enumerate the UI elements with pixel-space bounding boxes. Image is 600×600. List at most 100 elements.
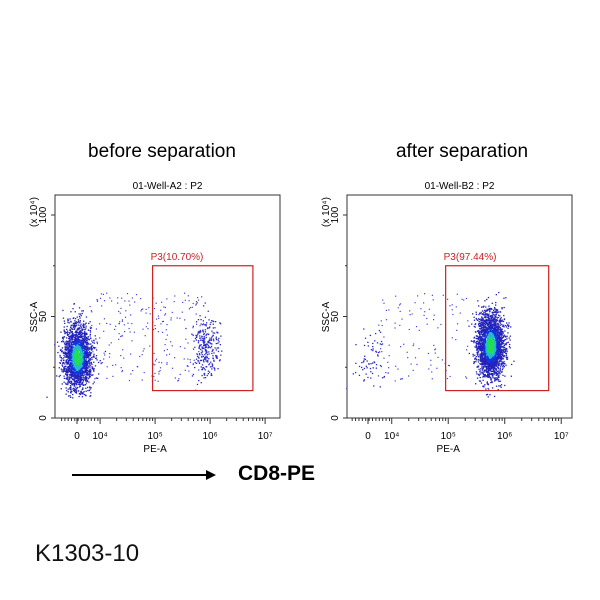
event-dot [493, 309, 495, 311]
event-dot [484, 366, 487, 368]
event-dot [498, 376, 500, 378]
event-dot [474, 358, 476, 360]
event-dot [77, 350, 79, 352]
event-dot [489, 341, 492, 343]
event-dot [487, 364, 490, 367]
event-dot [473, 316, 475, 318]
event-dot [492, 366, 494, 368]
event-dot [499, 370, 501, 373]
event-dot [80, 356, 82, 358]
event-dot [491, 314, 493, 316]
event-dot [81, 372, 83, 374]
event-dot [503, 324, 505, 326]
event-dot [76, 356, 78, 358]
event-dot [84, 337, 86, 339]
event-dot [192, 302, 194, 305]
event-dot [486, 338, 488, 341]
event-dot [93, 370, 95, 372]
event-dot [71, 328, 73, 330]
event-dot [121, 297, 123, 299]
event-dot [86, 345, 88, 347]
event-dot [72, 353, 74, 355]
event-dot [74, 337, 77, 340]
event-dot [77, 346, 80, 348]
event-dot [82, 325, 84, 327]
event-dot [73, 354, 76, 356]
event-dot [72, 346, 74, 349]
event-dot [476, 335, 478, 337]
event-dot [375, 364, 378, 366]
y-multiplier-label: (x 10⁴) [321, 197, 332, 227]
event-dot [70, 369, 72, 372]
event-dot [480, 346, 482, 348]
event-dot [70, 368, 72, 370]
event-dot [201, 364, 204, 366]
event-dot [481, 342, 483, 344]
event-dot [196, 334, 198, 337]
event-dot [483, 324, 485, 326]
event-dot [77, 332, 80, 334]
event-dot [79, 321, 81, 323]
event-dot [496, 366, 499, 368]
event-dot [493, 371, 495, 373]
event-dot [95, 338, 97, 340]
event-dot [200, 323, 202, 325]
event-dot [503, 355, 506, 357]
event-dot [379, 331, 382, 333]
event-dot [61, 364, 63, 366]
event-dot [355, 344, 357, 346]
event-dot [79, 361, 81, 364]
event-dot [480, 359, 483, 361]
event-dot [93, 340, 95, 342]
event-dot [481, 345, 483, 347]
event-dot [94, 378, 96, 380]
event-dot [73, 343, 76, 345]
event-dot [72, 368, 74, 370]
event-dot [78, 333, 80, 336]
event-dot [477, 373, 480, 376]
event-dot [474, 323, 476, 326]
event-dot [78, 353, 80, 355]
event-dot [480, 350, 482, 352]
event-dot [490, 366, 492, 368]
event-dot [100, 363, 102, 365]
event-dot [185, 327, 187, 330]
event-dot [84, 368, 86, 370]
event-dot [89, 347, 91, 349]
event-dot [80, 373, 82, 375]
event-dot [209, 337, 211, 339]
event-dot [79, 363, 81, 365]
event-dot [73, 328, 75, 330]
event-dot [500, 343, 503, 345]
event-dot [88, 351, 90, 354]
event-dot [82, 328, 84, 331]
event-dot [73, 335, 75, 337]
event-dot [476, 348, 478, 350]
event-dot [77, 327, 79, 329]
event-dot [78, 347, 81, 349]
event-dot [380, 340, 383, 343]
event-dot [73, 363, 76, 365]
event-dot [158, 361, 160, 363]
event-dot [162, 320, 164, 322]
event-dot [77, 319, 79, 321]
event-dot [487, 359, 489, 361]
event-dot [87, 337, 89, 339]
event-dot [63, 326, 65, 328]
event-dot [82, 377, 84, 379]
event-dot [76, 349, 78, 352]
event-dot [87, 370, 89, 372]
event-dot [149, 313, 151, 315]
event-dot [487, 339, 490, 342]
event-dot [78, 341, 80, 343]
event-dot [492, 325, 494, 327]
event-dot [489, 368, 491, 370]
event-dot [70, 396, 72, 398]
event-dot [77, 369, 79, 371]
event-dot [374, 340, 376, 342]
event-dot [93, 369, 95, 371]
event-dot [483, 340, 485, 342]
event-dot [155, 302, 157, 304]
event-dot [504, 350, 507, 353]
event-dot [205, 360, 207, 362]
